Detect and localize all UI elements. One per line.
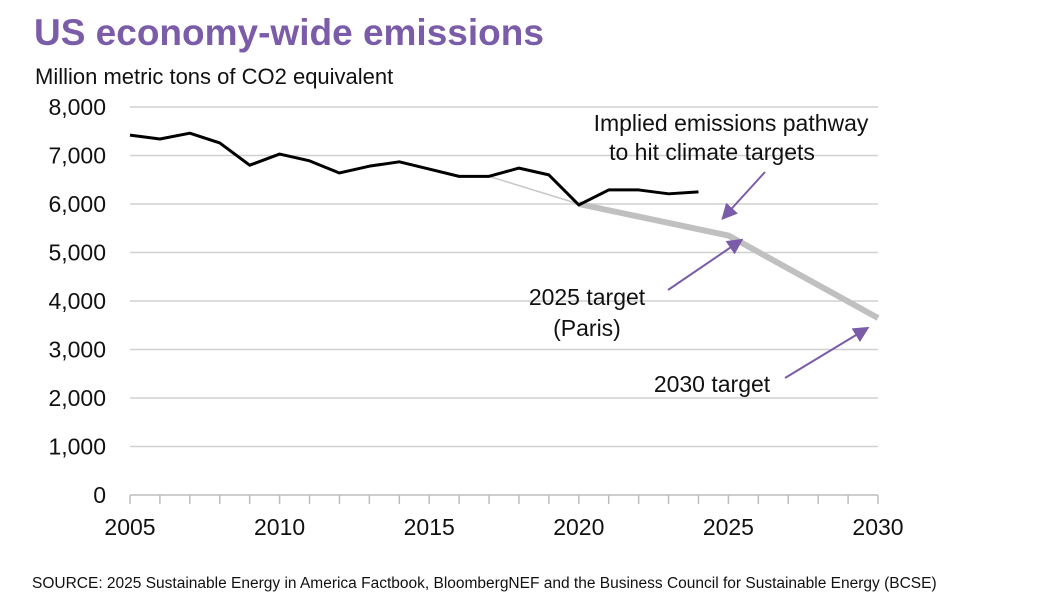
y-tick-label: 8,000 [48, 94, 106, 120]
annotation-arrow [784, 326, 870, 379]
annotation-text: 2025 target [529, 284, 646, 310]
x-tick-label: 2030 [852, 514, 903, 540]
x-tick-label: 2010 [254, 514, 305, 540]
y-tick-label: 5,000 [48, 240, 106, 266]
source-note: SOURCE: 2025 Sustainable Energy in Ameri… [32, 575, 937, 592]
annotation-text: 2030 target [654, 371, 771, 397]
annotation-text: (Paris) [553, 315, 621, 341]
implied-pathway-line [578, 201, 880, 321]
y-tick-label: 4,000 [48, 288, 106, 314]
y-tick-label: 0 [93, 482, 106, 508]
annotation-arrow [667, 238, 744, 291]
y-tick-label: 2,000 [48, 385, 106, 411]
x-tick-label: 2005 [104, 514, 155, 540]
y-tick-label: 1,000 [48, 434, 106, 460]
y-tick-label: 7,000 [48, 143, 106, 169]
annotation-arrow [721, 171, 766, 220]
chart-title: US economy-wide emissions [34, 12, 544, 53]
implied-pathway-line [488, 175, 580, 205]
x-tick-label: 2020 [553, 514, 604, 540]
y-axis-label: Million metric tons of CO2 equivalent [35, 64, 394, 89]
historical-emissions-line [129, 131, 699, 207]
x-tick-label: 2025 [703, 514, 754, 540]
annotation-text: Implied emissions pathway [594, 110, 869, 136]
y-tick-label: 3,000 [48, 337, 106, 363]
annotation-text: to hit climate targets [609, 139, 815, 165]
x-tick-label: 2015 [404, 514, 455, 540]
y-tick-label: 6,000 [48, 191, 106, 217]
